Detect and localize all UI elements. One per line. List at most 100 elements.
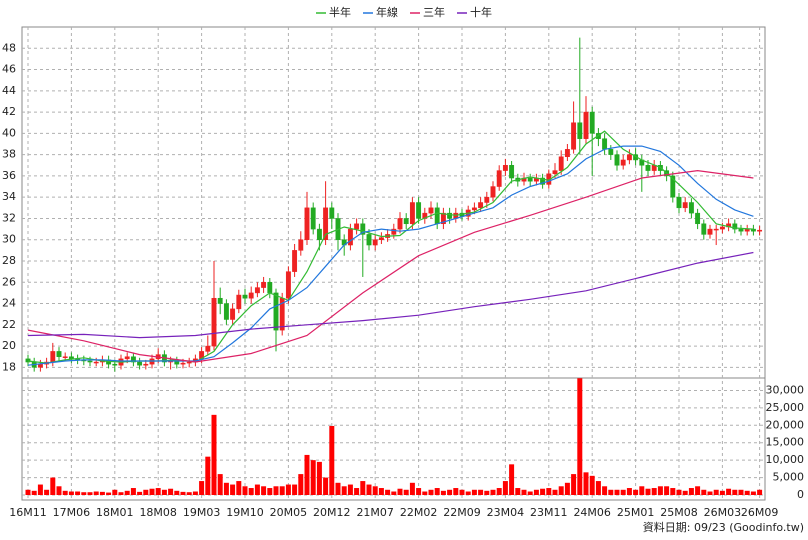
candle-body	[626, 154, 632, 161]
volume-bar	[81, 492, 87, 495]
candle-body	[25, 358, 31, 363]
candle-body	[236, 294, 242, 310]
candle-body	[230, 308, 236, 320]
volume-bar	[236, 481, 242, 495]
volume-bar	[378, 488, 384, 495]
candle-body	[62, 356, 68, 358]
volume-bar	[261, 486, 267, 495]
candle-body	[478, 202, 484, 209]
candle-body	[261, 282, 267, 288]
volume-bar	[564, 482, 570, 495]
volume-bar	[230, 484, 236, 495]
volume-tick-label: 30,000	[766, 383, 805, 396]
x-tick-label: 22M02	[400, 506, 438, 519]
y-tick-label: 26	[2, 275, 16, 288]
volume-bar	[192, 491, 198, 495]
candle-body	[372, 239, 378, 246]
candle-body	[502, 165, 508, 171]
candle-body	[558, 156, 564, 171]
volume-bar	[205, 456, 211, 495]
candle-body	[403, 218, 409, 225]
volume-bar	[56, 486, 62, 495]
volume-bar	[471, 489, 477, 495]
candle-body	[701, 223, 707, 235]
candle-body	[112, 363, 118, 366]
volume-bar	[540, 488, 546, 495]
candle-body	[304, 207, 310, 240]
candle-body	[50, 351, 56, 363]
volume-bar	[217, 474, 223, 495]
volume-bar	[168, 488, 174, 495]
x-tick-label: 26M03	[704, 506, 742, 519]
volume-bar	[670, 488, 676, 495]
candle-body	[205, 345, 211, 352]
candle-body	[316, 228, 322, 240]
volume-bar	[490, 489, 496, 495]
volume-bar	[174, 490, 180, 495]
x-tick-label: 19M10	[226, 506, 264, 519]
volume-bar	[626, 488, 632, 495]
candle-body	[211, 297, 217, 347]
volume-bar	[242, 486, 248, 495]
volume-bar	[657, 486, 663, 495]
volume-bar	[639, 486, 645, 495]
volume-bar	[546, 488, 552, 495]
volume-bar	[385, 489, 391, 495]
candle-body	[645, 165, 651, 171]
candle-body	[496, 170, 502, 187]
legend-label: 年線	[376, 5, 398, 19]
candle-body	[670, 175, 676, 198]
x-tick-label: 22M09	[443, 506, 481, 519]
volume-bar	[347, 484, 353, 495]
volume-bar	[279, 486, 285, 495]
x-tick-label: 26M09	[741, 506, 779, 519]
candle-body	[608, 149, 614, 155]
volume-bar	[68, 491, 74, 495]
volume-bar	[223, 482, 229, 495]
volume-bar	[118, 492, 124, 495]
volume-bar	[552, 489, 558, 495]
candle-body	[490, 186, 496, 198]
candle-body	[323, 207, 329, 240]
x-tick-label: 21M07	[356, 506, 394, 519]
volume-tick-label: 0	[797, 488, 804, 501]
candle-body	[614, 154, 620, 166]
plot-frame	[21, 26, 766, 501]
volume-bar	[744, 490, 750, 495]
candle-body	[56, 351, 62, 357]
candle-body	[564, 149, 570, 158]
candle-body	[688, 202, 694, 214]
volume-bar	[254, 484, 260, 495]
candle-body	[589, 111, 595, 134]
x-tick-label: 18M08	[139, 506, 177, 519]
volume-bar	[310, 460, 316, 495]
volume-bar	[645, 488, 651, 495]
volume-bar	[180, 491, 186, 495]
candle-body	[484, 196, 490, 203]
volume-bar	[496, 488, 502, 495]
candle-body	[620, 159, 626, 166]
ma-line	[27, 145, 754, 366]
candle-body	[360, 223, 366, 235]
volume-bar	[577, 378, 583, 495]
candle-body	[583, 111, 589, 139]
candle-body	[732, 223, 738, 230]
volume-bar	[211, 414, 217, 495]
volume-bar	[484, 490, 490, 495]
volume-bar	[416, 488, 422, 495]
volume-bar	[533, 489, 539, 495]
volume-bar	[459, 489, 465, 495]
volume-tick-label: 10,000	[766, 453, 805, 466]
volume-bar	[137, 491, 143, 495]
volume-bar	[248, 488, 254, 495]
legend-label: 半年	[329, 5, 351, 19]
candle-body	[428, 207, 434, 214]
volume-bar	[50, 477, 56, 495]
x-tick-label: 25M01	[617, 506, 655, 519]
volume-bar	[409, 482, 415, 495]
volume-bar	[589, 475, 595, 495]
volume-bar	[521, 489, 527, 495]
volume-bar	[335, 482, 341, 495]
candle-body	[124, 356, 130, 360]
